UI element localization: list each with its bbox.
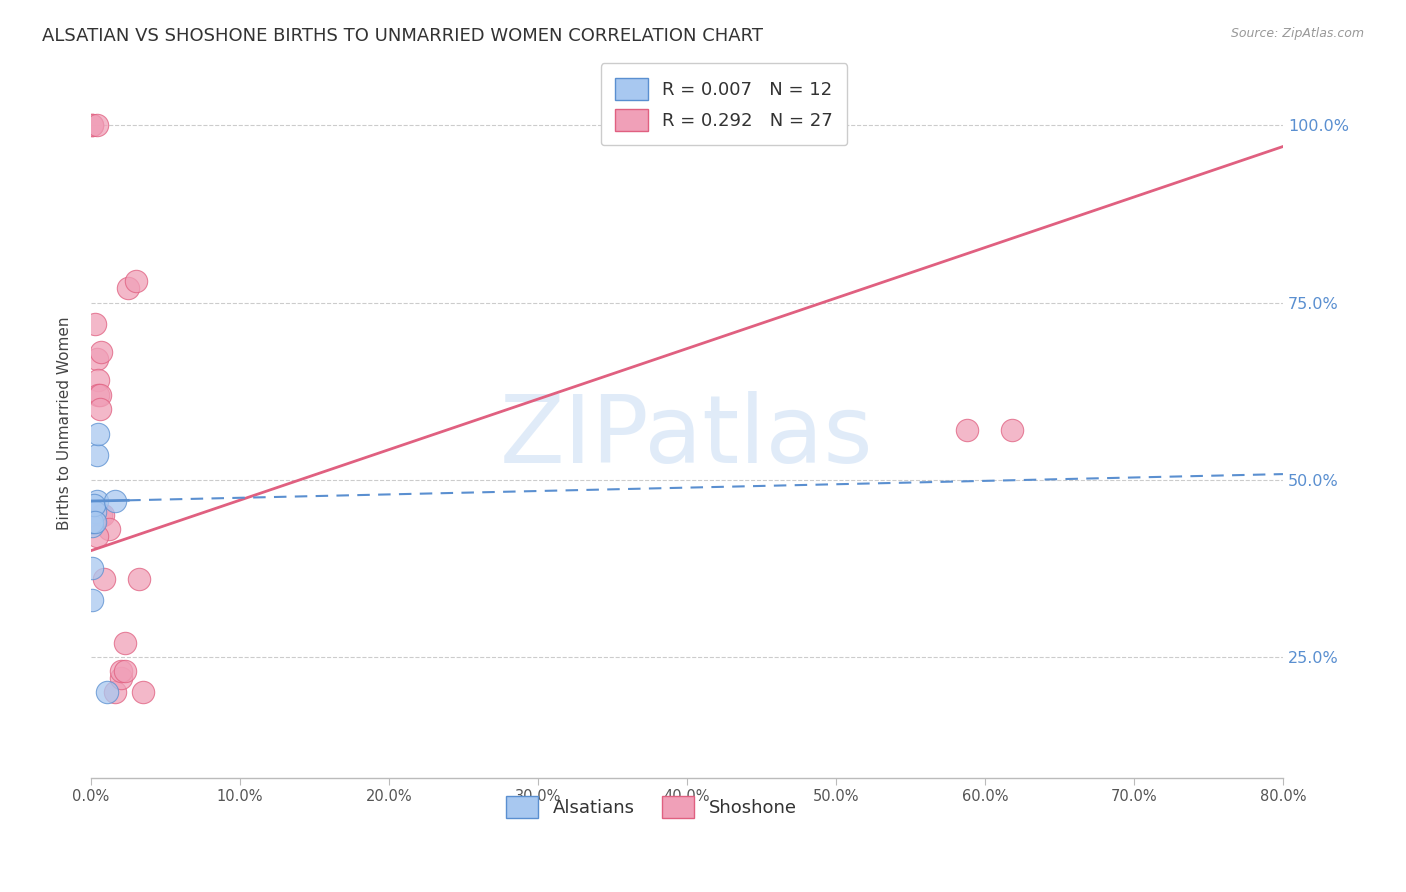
Legend: Alsatians, Shoshone: Alsatians, Shoshone — [499, 789, 804, 825]
Point — [97, 522, 120, 536]
Point — [90, 508, 112, 523]
Point — [1001, 423, 1024, 437]
Point — [104, 685, 127, 699]
Point — [87, 387, 110, 401]
Point — [89, 401, 111, 416]
Point — [84, 505, 107, 519]
Point — [87, 426, 110, 441]
Point — [86, 352, 108, 367]
Point — [104, 494, 127, 508]
Point — [83, 516, 105, 530]
Point — [124, 274, 146, 288]
Point — [82, 593, 104, 607]
Point — [86, 494, 108, 508]
Point — [82, 118, 104, 132]
Point — [82, 561, 104, 575]
Text: Source: ZipAtlas.com: Source: ZipAtlas.com — [1230, 27, 1364, 40]
Point — [84, 516, 107, 530]
Point — [86, 448, 108, 462]
Point — [86, 529, 108, 543]
Point — [83, 498, 105, 512]
Point — [956, 423, 979, 437]
Text: ALSATIAN VS SHOSHONE BIRTHS TO UNMARRIED WOMEN CORRELATION CHART: ALSATIAN VS SHOSHONE BIRTHS TO UNMARRIED… — [42, 27, 763, 45]
Point — [82, 118, 104, 132]
Point — [86, 118, 108, 132]
Point — [114, 636, 136, 650]
Point — [110, 664, 132, 678]
Point — [114, 664, 136, 678]
Point — [87, 374, 110, 388]
Point — [91, 508, 114, 523]
Text: ZIPatlas: ZIPatlas — [501, 392, 873, 483]
Point — [89, 387, 111, 401]
Point — [110, 671, 132, 685]
Point — [128, 572, 150, 586]
Y-axis label: Births to Unmarried Women: Births to Unmarried Women — [58, 317, 72, 530]
Point — [82, 519, 104, 533]
Point — [132, 685, 155, 699]
Point — [96, 685, 118, 699]
Point — [93, 572, 115, 586]
Point — [117, 281, 139, 295]
Point — [84, 317, 107, 331]
Point — [82, 516, 104, 530]
Point — [90, 345, 112, 359]
